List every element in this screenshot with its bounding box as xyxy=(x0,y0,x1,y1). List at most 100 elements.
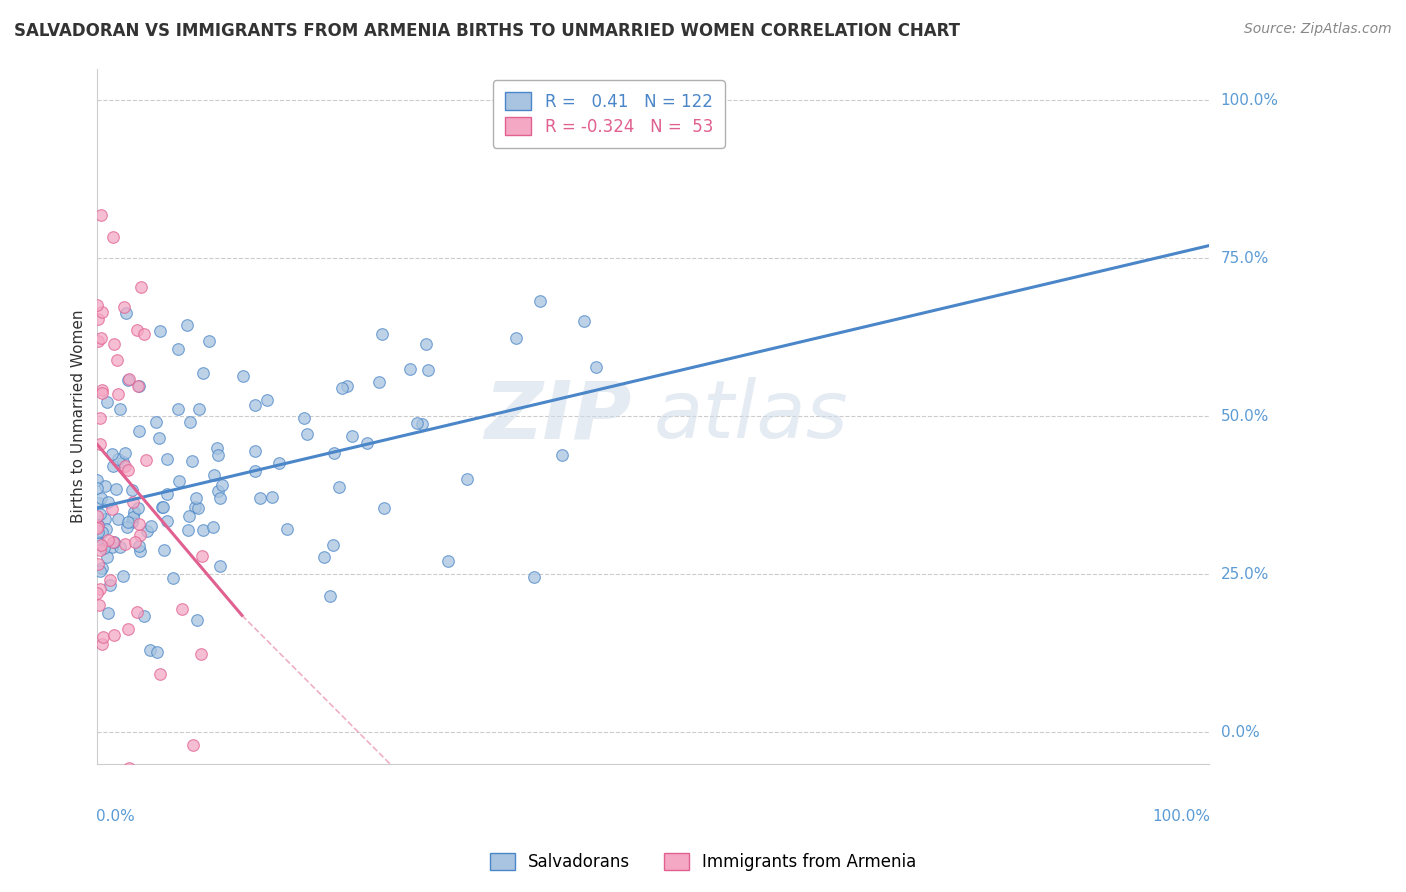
Point xyxy=(205,441,228,455)
Point xyxy=(122,495,145,509)
Point xyxy=(89,543,111,558)
Text: SALVADORAN VS IMMIGRANTS FROM ARMENIA BIRTHS TO UNMARRIED WOMEN CORRELATION CHAR: SALVADORAN VS IMMIGRANTS FROM ARMENIA BI… xyxy=(14,22,960,40)
Point xyxy=(107,452,129,467)
Point xyxy=(86,298,108,312)
Text: atlas: atlas xyxy=(654,377,848,455)
Point xyxy=(139,643,162,657)
Text: 0.0%: 0.0% xyxy=(1220,724,1260,739)
Point xyxy=(89,437,111,451)
Legend: Salvadorans, Immigrants from Armenia: Salvadorans, Immigrants from Armenia xyxy=(481,845,925,880)
Point xyxy=(322,538,344,552)
Point xyxy=(209,559,232,574)
Point xyxy=(198,334,221,348)
Point xyxy=(100,502,122,516)
Point xyxy=(114,446,136,460)
Point xyxy=(249,491,271,505)
Point xyxy=(117,373,139,387)
Point xyxy=(97,533,120,547)
Point xyxy=(190,647,212,661)
Point xyxy=(112,300,135,314)
Point xyxy=(91,386,114,401)
Point xyxy=(148,431,170,445)
Point xyxy=(177,523,200,537)
Point xyxy=(96,395,118,409)
Point xyxy=(91,637,114,651)
Point xyxy=(145,415,167,429)
Point xyxy=(86,474,108,488)
Point xyxy=(121,515,143,529)
Point xyxy=(105,353,128,368)
Point xyxy=(437,554,460,568)
Point xyxy=(91,630,114,644)
Point xyxy=(135,453,157,467)
Point xyxy=(86,521,108,535)
Point xyxy=(170,602,193,616)
Point xyxy=(145,645,167,659)
Point xyxy=(86,524,108,539)
Point xyxy=(107,387,129,401)
Point xyxy=(89,564,111,578)
Point xyxy=(115,306,138,320)
Point xyxy=(104,483,127,497)
Point xyxy=(108,402,131,417)
Text: ZIP: ZIP xyxy=(484,377,631,455)
Point xyxy=(90,331,112,345)
Point xyxy=(267,457,290,471)
Point xyxy=(256,392,278,407)
Point xyxy=(207,483,229,498)
Point xyxy=(103,459,125,474)
Point xyxy=(456,472,478,486)
Point xyxy=(128,539,150,553)
Point xyxy=(103,337,125,351)
Point xyxy=(90,208,112,222)
Point xyxy=(103,628,125,642)
Point xyxy=(585,359,607,374)
Text: 0.0%: 0.0% xyxy=(96,809,135,824)
Point xyxy=(124,535,146,549)
Text: 25.0%: 25.0% xyxy=(1220,566,1268,582)
Point xyxy=(328,480,350,494)
Point xyxy=(114,458,136,473)
Point xyxy=(117,622,139,636)
Point xyxy=(90,383,112,397)
Point xyxy=(167,342,190,356)
Point xyxy=(191,366,214,380)
Point xyxy=(91,524,114,539)
Point xyxy=(128,516,150,531)
Point xyxy=(86,312,108,326)
Point xyxy=(371,326,394,341)
Point xyxy=(97,495,120,509)
Text: 75.0%: 75.0% xyxy=(1220,251,1268,266)
Legend: R =   0.41   N = 122, R = -0.324   N =  53: R = 0.41 N = 122, R = -0.324 N = 53 xyxy=(494,80,724,148)
Point xyxy=(89,535,111,549)
Point xyxy=(125,605,148,619)
Point xyxy=(202,520,225,534)
Point xyxy=(86,520,108,534)
Point xyxy=(243,444,266,458)
Point xyxy=(243,398,266,412)
Point xyxy=(373,500,395,515)
Point xyxy=(572,314,595,328)
Point xyxy=(156,451,179,466)
Point xyxy=(87,536,110,550)
Point xyxy=(101,447,124,461)
Point xyxy=(184,491,207,506)
Point xyxy=(340,428,363,442)
Point xyxy=(87,334,110,349)
Point xyxy=(167,474,190,488)
Point xyxy=(89,582,111,597)
Point xyxy=(187,500,209,515)
Point xyxy=(124,505,146,519)
Point xyxy=(89,598,111,612)
Point xyxy=(188,401,211,416)
Point xyxy=(89,507,111,521)
Point xyxy=(330,380,353,394)
Point xyxy=(202,467,225,482)
Point xyxy=(186,613,208,627)
Point xyxy=(551,448,574,462)
Point xyxy=(94,479,117,493)
Point xyxy=(295,427,318,442)
Point xyxy=(100,540,122,554)
Point xyxy=(184,500,207,515)
Point xyxy=(191,549,214,563)
